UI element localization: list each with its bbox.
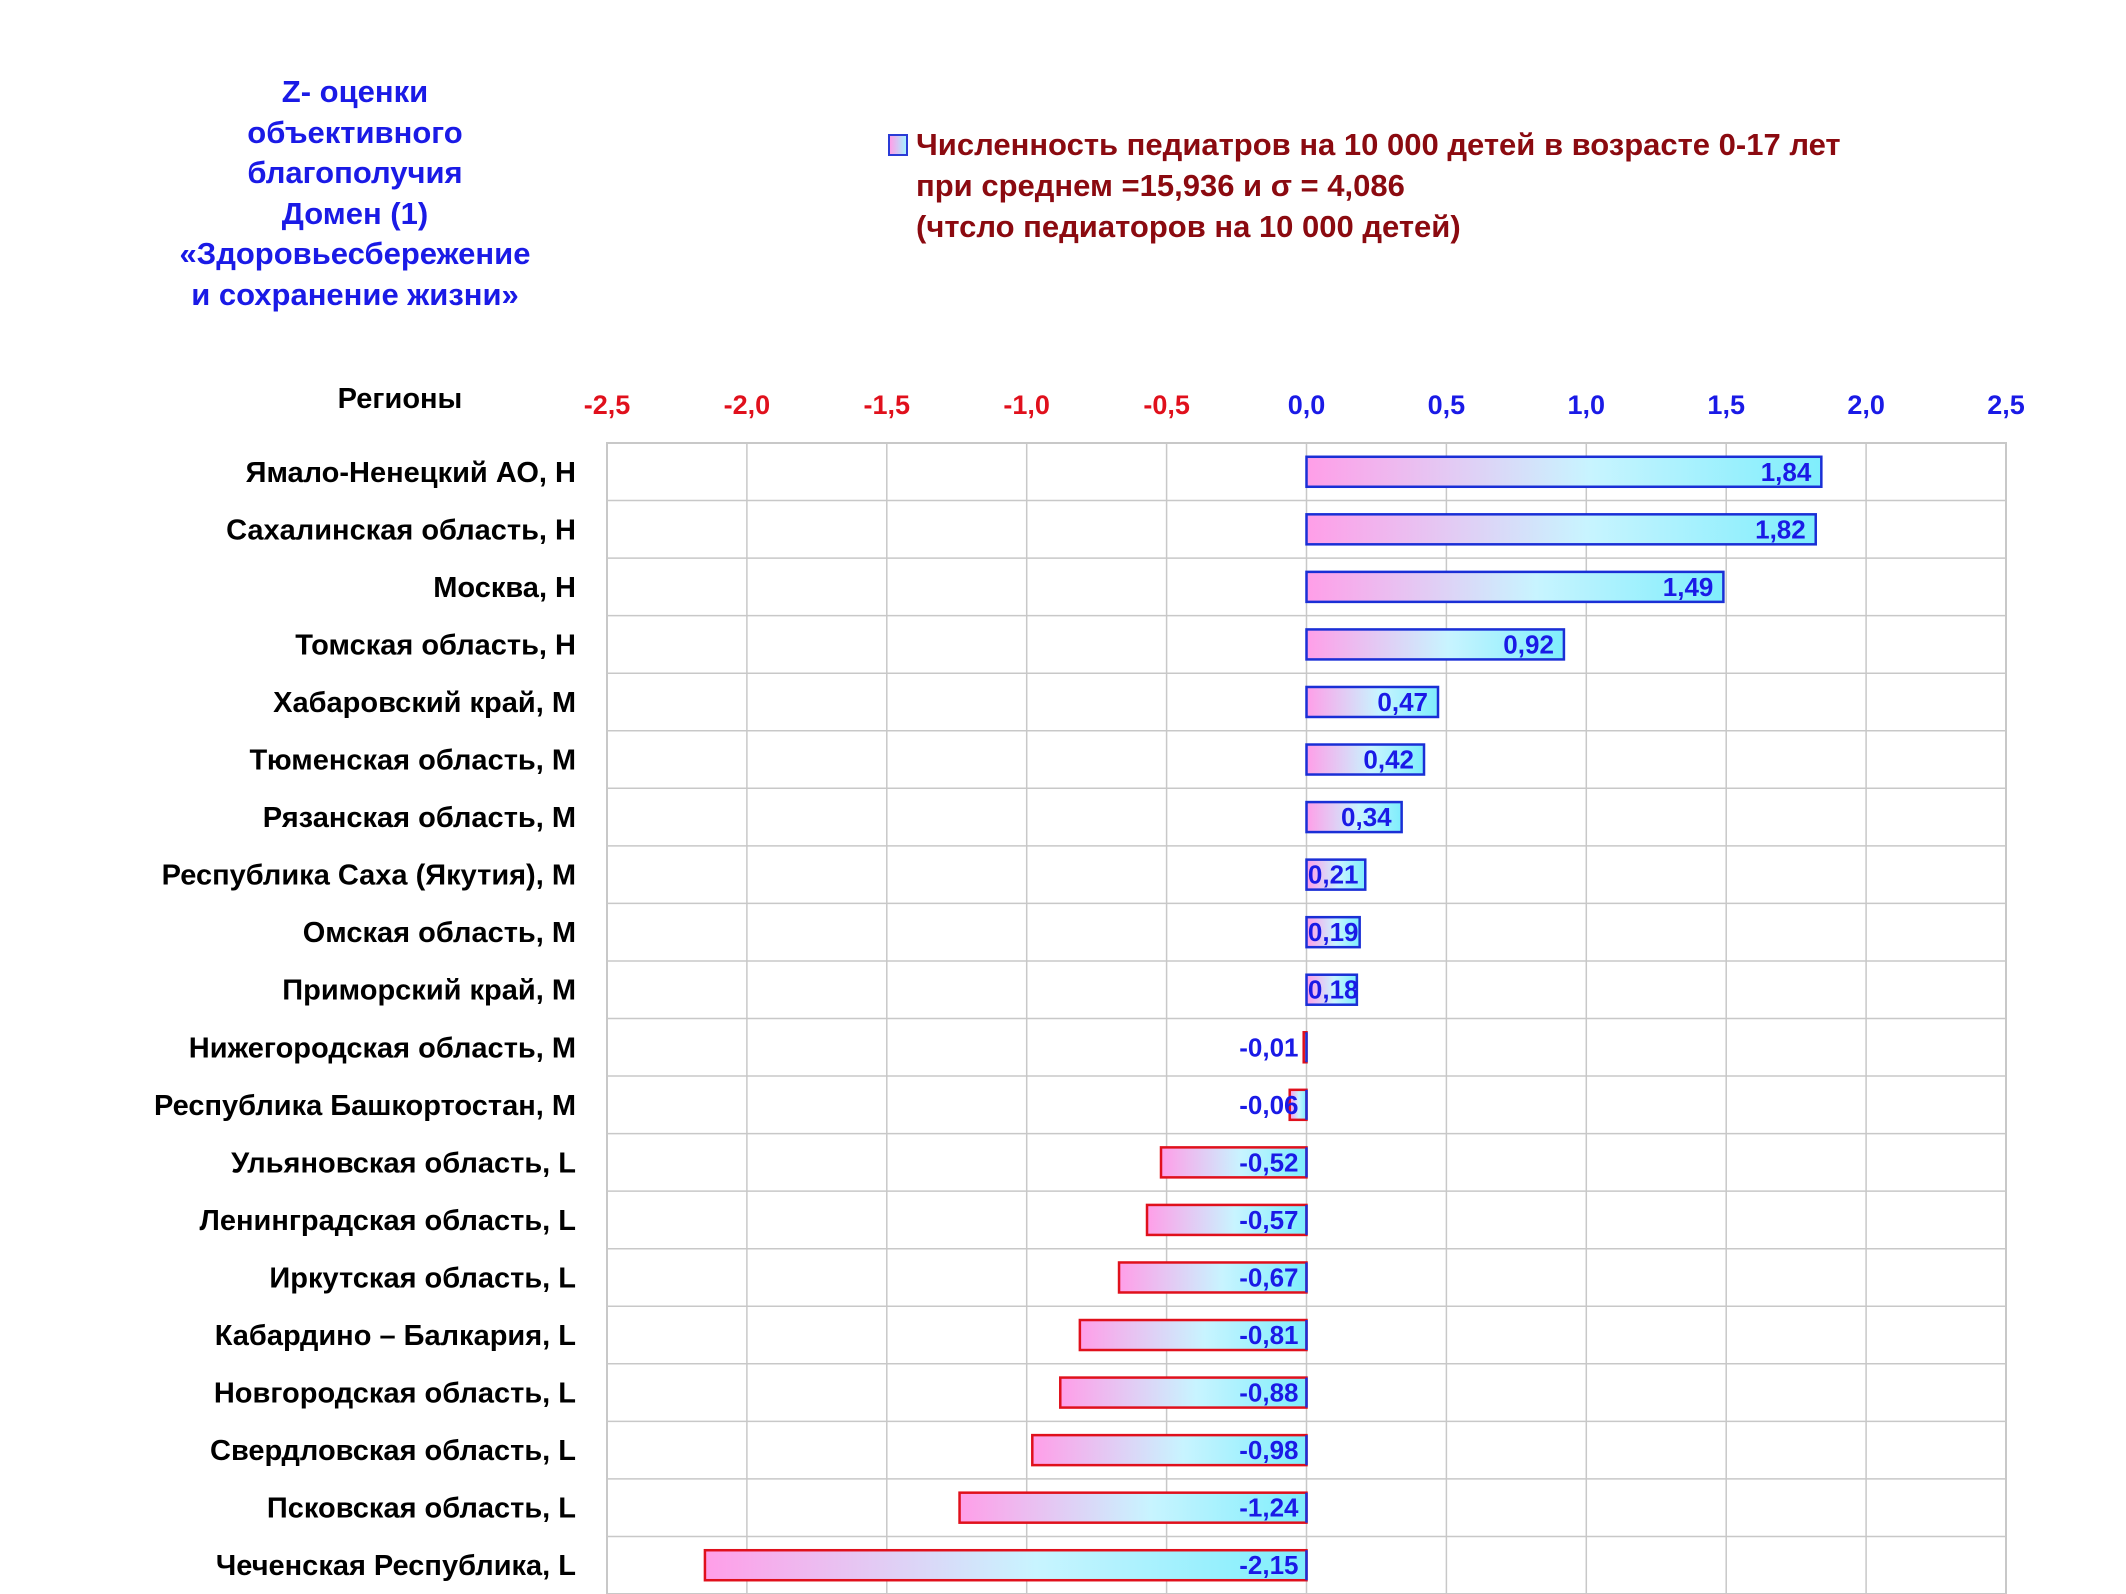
value-label: 1,49 <box>1663 572 1714 602</box>
value-label: -0,67 <box>1239 1262 1298 1292</box>
x-tick-label: 2,5 <box>1987 390 2025 420</box>
title-line: и сохранение жизни» <box>191 276 519 312</box>
value-label: -0,98 <box>1239 1435 1298 1465</box>
value-label: -0,01 <box>1239 1032 1298 1062</box>
bar <box>1305 800 1403 834</box>
legend-entry: Численность педиатров на 10 000 детей в … <box>916 127 1841 162</box>
category-label: Москва, Н <box>433 572 576 604</box>
value-label: -0,88 <box>1239 1378 1298 1408</box>
value-label: 0,18 <box>1308 975 1359 1005</box>
category-label: Кабардино – Балкария, L <box>215 1320 576 1352</box>
x-tick-label: 1,5 <box>1707 390 1745 420</box>
y-axis-title: Регионы <box>338 383 463 415</box>
category-label: Томская область, Н <box>295 629 576 661</box>
category-label: Омская область, M <box>303 917 576 949</box>
x-tick-label: 2,0 <box>1847 390 1885 420</box>
category-label: Псковская область, L <box>267 1493 576 1525</box>
x-tick-label: -2,0 <box>724 390 771 420</box>
category-label: Новгородская область, L <box>214 1378 576 1410</box>
category-label: Приморский край, M <box>282 975 576 1007</box>
category-label: Хабаровский край, M <box>273 687 576 719</box>
value-label: -1,24 <box>1239 1493 1299 1523</box>
title-line: объективного <box>247 114 463 150</box>
bar <box>1078 1318 1308 1352</box>
category-label: Иркутская область, L <box>269 1262 576 1294</box>
category-label: Ямало-Ненецкий АО, Н <box>246 457 576 489</box>
value-label: -0,57 <box>1239 1205 1298 1235</box>
category-label: Свердловская область, L <box>210 1435 576 1467</box>
bar <box>1305 513 1817 546</box>
chart-title: Z- оценки объективного благополучия Доме… <box>120 72 590 315</box>
category-label: Республика Саха (Якутия), M <box>162 860 576 892</box>
value-label: 0,19 <box>1308 917 1359 947</box>
legend-subline: при среднем =15,936 и σ = 4,086 <box>916 168 1405 203</box>
x-tick-label: -0,5 <box>1143 390 1190 420</box>
legend-subline: (чтсло педиаторов на 10 000 детей) <box>916 209 1461 244</box>
legend-swatch <box>888 134 908 156</box>
value-label: 0,21 <box>1308 860 1359 890</box>
bar <box>1305 628 1566 661</box>
category-label: Сахалинская область, Н <box>226 514 576 546</box>
bar <box>1305 915 1361 949</box>
x-tick-label: 0,5 <box>1428 390 1466 420</box>
bar <box>1305 570 1725 604</box>
title-line: Z- оценки <box>281 74 429 109</box>
bar <box>958 1491 1308 1524</box>
x-tick-label: 1,0 <box>1568 390 1606 420</box>
value-label: 0,47 <box>1377 687 1428 717</box>
category-label: Ульяновская область, L <box>231 1147 576 1179</box>
bar <box>1031 1433 1308 1467</box>
x-tick-label: 0,0 <box>1288 390 1326 420</box>
bar <box>1305 858 1367 891</box>
bar <box>1059 1376 1308 1409</box>
bar <box>1305 685 1440 719</box>
category-label: Чеченская Республика, L <box>216 1550 576 1582</box>
category-label: Рязанская область, M <box>263 802 576 834</box>
bar <box>703 1548 1308 1582</box>
bar <box>1305 973 1359 1006</box>
value-label: 1,82 <box>1755 514 1806 544</box>
category-label: Ленинградская область, L <box>200 1205 576 1237</box>
value-label: -0,06 <box>1239 1090 1298 1120</box>
value-label: 0,92 <box>1503 629 1554 659</box>
bar <box>1145 1203 1308 1237</box>
legend: Численность педиатров на 10 000 детей в … <box>888 124 1841 247</box>
title-line: Домен (1) <box>281 195 429 231</box>
value-label: -2,15 <box>1239 1550 1298 1580</box>
value-label: 0,34 <box>1341 802 1392 832</box>
x-tick-label: -1,5 <box>864 390 911 420</box>
category-label: Тюменская область, M <box>250 745 576 777</box>
category-label: Республика Башкортостан, M <box>154 1090 576 1122</box>
value-label: -0,52 <box>1239 1147 1298 1177</box>
bar <box>1305 455 1823 489</box>
category-label: Нижегородская область, M <box>189 1032 576 1064</box>
x-tick-label: -2,5 <box>584 390 631 420</box>
title-line: «Здоровьесбережение <box>179 236 531 271</box>
title-line: благополучия <box>247 155 463 190</box>
value-label: -0,81 <box>1239 1320 1298 1350</box>
bar <box>1305 743 1426 776</box>
x-tick-label: -1,0 <box>1003 390 1050 420</box>
value-label: 0,42 <box>1363 745 1414 775</box>
value-label: 1,84 <box>1761 457 1812 487</box>
